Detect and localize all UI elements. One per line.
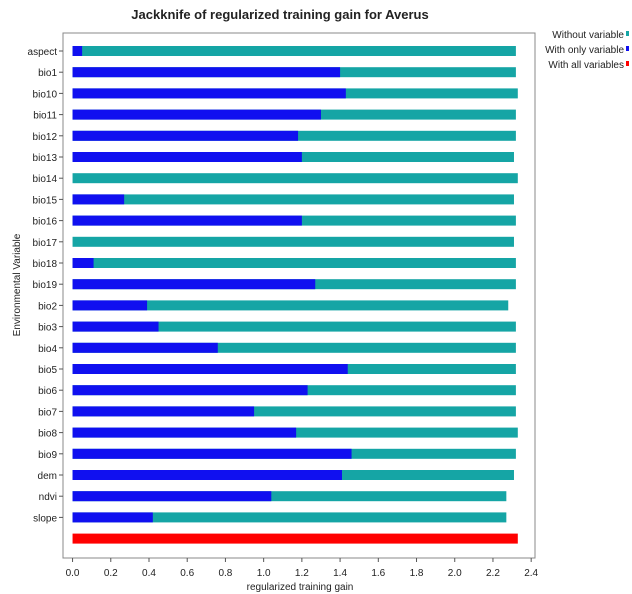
x-tick-label: 1.8 [410,568,424,579]
bar-without-bio15 [72,194,514,205]
y-tick-label: bio4 [38,344,57,355]
y-tick-label: bio5 [38,365,57,376]
y-tick-label: bio12 [33,132,58,143]
x-tick-label: 0.6 [180,568,194,579]
bar-only-bio12 [72,130,299,141]
y-tick-label: bio7 [38,407,57,418]
bar-only-bio13 [72,152,302,162]
x-tick-label: 0.4 [142,568,156,579]
bar-only-bio3 [72,321,159,332]
x-tick-label: 0.2 [104,568,118,579]
bar-only-bio7 [72,406,255,417]
bar-only-ndvi [72,491,272,502]
y-tick-label: ndvi [39,492,57,503]
bar-without-slope [72,512,507,523]
y-tick-label: bio11 [33,111,57,122]
bar-only-bio16 [72,215,302,226]
bar-only-aspect [72,46,83,56]
bar-only-bio5 [72,364,348,374]
y-tick-label: bio15 [33,195,58,206]
bar-all-variables [72,533,518,544]
y-tick-label: bio18 [33,259,58,270]
x-tick-label: 1.6 [371,568,385,579]
x-tick-label: 2.0 [448,568,462,579]
bar-only-bio18 [72,258,94,268]
x-tick-label: 1.0 [257,568,271,579]
bar-only-bio19 [72,279,316,290]
x-tick-label: 1.2 [295,568,309,579]
bar-without-bio3 [72,321,516,332]
bar-only-slope [72,512,153,523]
bar-only-dem [72,470,342,480]
legend-swatch [626,46,629,51]
bar-without-bio4 [72,342,516,353]
legend-swatch [626,31,629,36]
y-tick-label: bio16 [33,217,58,228]
bar-only-bio11 [72,109,321,120]
y-tick-label: bio8 [38,429,57,440]
bar-without-bio18 [72,258,516,268]
y-tick-label: bio3 [38,323,57,334]
y-tick-label: bio19 [33,280,58,291]
y-tick-label: bio13 [33,153,58,164]
bar-without-bio14 [72,173,518,184]
bar-without-bio17 [72,236,514,247]
y-tick-label: bio10 [33,89,58,100]
bar-only-bio15 [72,194,125,205]
y-tick-label: bio9 [38,450,57,461]
y-axis-label: Environmental Variable [12,233,23,336]
legend-entry-label: Without variable [552,30,624,41]
plot-frame [62,32,536,559]
chart-title: Jackknife of regularized training gain f… [131,7,428,22]
x-axis-label: regularized training gain [247,582,354,593]
bar-only-bio10 [72,88,346,99]
legend: Without variable With only variable With a… [545,30,629,71]
legend-swatch [626,61,629,66]
y-tick-label: bio6 [38,386,57,397]
y-tick-label: bio14 [33,174,58,185]
x-tick-label: 2.2 [486,568,500,579]
bar-without-aspect [72,46,516,56]
bars-group [72,46,518,544]
bar-only-bio1 [72,67,341,78]
y-tick-label: bio2 [38,301,57,312]
bar-only-bio8 [72,427,297,438]
x-tick-label: 0.8 [218,568,232,579]
bar-only-bio9 [72,448,352,459]
x-tick-label: 1.4 [333,568,347,579]
y-tick-label: dem [38,471,57,482]
y-tick-label: bio17 [33,238,58,249]
legend-entry-label: With only variable [545,45,624,56]
y-tick-label: bio1 [38,68,57,79]
bar-only-bio6 [72,385,308,396]
bar-without-ndvi [72,491,507,502]
bar-only-bio2 [72,300,148,311]
bar-without-bio2 [72,300,509,311]
x-tick-label: 0.0 [66,568,80,579]
bar-only-bio4 [72,342,218,353]
y-tick-label: aspect [28,47,58,58]
x-tick-label: 2.4 [524,568,538,579]
y-tick-labels: aspect bio1 bio10 bio11 bio12 bio13 bio14 bio15… [28,47,63,524]
bar-without-bio7 [72,406,516,417]
y-tick-label: slope [33,513,57,524]
legend-entry-label: With all variables [548,60,624,71]
x-tick-labels: 0.0 0.2 0.4 0.6 0.8 1.0 1.2 1.4 1.6 1.8 2.0 2.2 2.4 [66,558,539,579]
